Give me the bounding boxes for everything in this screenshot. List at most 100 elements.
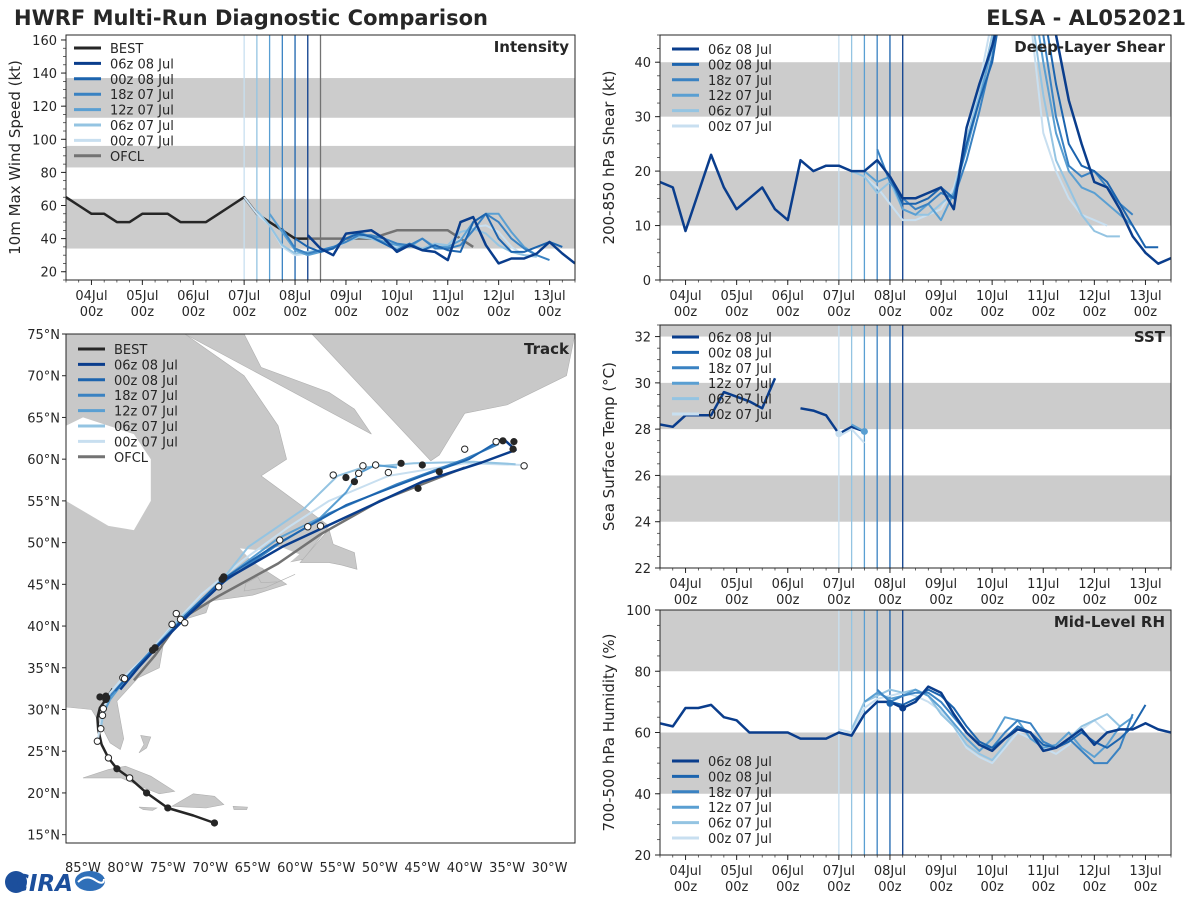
intensity-xtick-label: 08Jul <box>279 289 311 304</box>
intensity-ytick-label: 120 <box>32 100 57 115</box>
track-lat-label: 55°N <box>27 495 60 510</box>
rh-xtick-label: 04Jul <box>669 864 701 879</box>
sst-legend-label: 00z 08 Jul <box>708 346 772 361</box>
track-lon-label: 80°W <box>107 861 143 876</box>
intensity-xtick-label: 10Jul <box>381 289 413 304</box>
track-frame <box>65 333 576 844</box>
rh-xtick-label: 08Jul <box>874 864 906 879</box>
track-lat-label: 45°N <box>27 578 60 593</box>
intensity-xtick-label-hour: 00z <box>538 305 562 320</box>
logo-wave-icon <box>77 876 105 884</box>
track-point-filled <box>102 692 110 700</box>
rh-ytick-label: 20 <box>634 849 651 864</box>
rh-xtick-label: 12Jul <box>1078 864 1110 879</box>
storm-id: ELSA - AL052021 <box>986 6 1186 30</box>
track-point-open <box>99 704 108 713</box>
track-lat-label: 25°N <box>27 745 60 760</box>
shear-ytick-label: 10 <box>634 220 651 235</box>
sst-band <box>660 325 1171 337</box>
intensity-xtick-label: 13Jul <box>533 289 565 304</box>
intensity-legend-label: 06z 07 Jul <box>110 119 174 134</box>
track-point-open <box>181 619 189 627</box>
track-lat-label: 75°N <box>27 328 60 343</box>
land-hispaniola <box>170 793 225 809</box>
shear-xtick-label-hour: 00z <box>776 305 800 320</box>
shear-xtick-label-hour: 00z <box>827 305 851 320</box>
sst-point <box>860 427 868 435</box>
shear-xtick-label-hour: 00z <box>1032 305 1056 320</box>
sst-xtick-label-hour: 00z <box>980 593 1004 608</box>
sst-plot-area <box>660 325 1171 568</box>
track-point-filled <box>414 484 422 492</box>
track-point-open <box>93 737 102 745</box>
track-title: Track <box>524 340 570 358</box>
track-lon-label: 35°W <box>489 861 525 876</box>
intensity-xtick-label-hour: 00z <box>487 305 511 320</box>
intensity-xtick-label-hour: 00z <box>182 305 206 320</box>
sst-series-line <box>800 407 865 436</box>
rh-xtick-label: 07Jul <box>823 864 855 879</box>
sst-series-line <box>838 428 866 444</box>
track-point-filled <box>499 437 507 445</box>
rh-legend-label: 00z 07 Jul <box>708 832 772 847</box>
sst-legend-label: 06z 08 Jul <box>708 331 772 346</box>
sst-xtick-label: 12Jul <box>1078 577 1110 592</box>
track-point-open <box>461 445 469 453</box>
rh-band <box>660 610 1171 672</box>
rh-xtick-label: 09Jul <box>925 864 957 879</box>
rh-legend-label: 06z 07 Jul <box>708 817 772 832</box>
track-point-filled <box>151 644 159 652</box>
track-legend-label: 18z 07 Jul <box>114 389 178 404</box>
sst-ytick-label: 32 <box>634 331 651 346</box>
rh-series-line <box>876 688 1134 765</box>
shear-xtick-label-hour: 00z <box>929 305 953 320</box>
rh-ytick-label: 60 <box>634 727 651 742</box>
intensity-xtick-label: 05Jul <box>126 289 158 304</box>
track-legend-label: 06z 08 Jul <box>114 358 178 373</box>
track-point-open <box>384 468 393 477</box>
shear-legend-label: 06z 08 Jul <box>708 43 772 58</box>
shear-xtick-label-hour: 00z <box>674 305 698 320</box>
track-point-open <box>520 462 528 470</box>
land-iceland <box>574 404 575 418</box>
shear-ytick-label: 20 <box>634 165 651 180</box>
shear-xtick-label: 07Jul <box>823 289 855 304</box>
shear-ylabel: 200-850 hPa Shear (kt) <box>600 71 618 245</box>
sst-xtick-label: 04Jul <box>669 577 701 592</box>
track-point-open <box>354 469 363 478</box>
shear-ytick-label: 40 <box>634 56 651 71</box>
track-point-open <box>104 754 113 762</box>
intensity-ytick-label: 140 <box>32 67 57 82</box>
track-lon-label: 65°W <box>235 861 271 876</box>
rh-xtick-label-hour: 00z <box>980 880 1004 895</box>
sst-panel: 22242628303204Jul00z05Jul00z06Jul00z07Ju… <box>600 324 1172 608</box>
land-nova-scotia <box>243 574 296 592</box>
intensity-plot-area <box>66 35 575 280</box>
rh-xtick-label: 06Jul <box>772 864 804 879</box>
track-lat-label: 20°N <box>27 787 60 802</box>
shear-series-line <box>863 35 1134 227</box>
intensity-xtick-label-hour: 00z <box>334 305 358 320</box>
rh-plot-area <box>660 610 1171 855</box>
rh-xtick-label-hour: 00z <box>827 880 851 895</box>
sst-ytick-label: 22 <box>634 562 651 577</box>
intensity-legend-label: 00z 07 Jul <box>110 134 174 149</box>
track-legend-label: 00z 07 Jul <box>114 435 178 450</box>
rh-legend-label: 12z 07 Jul <box>708 801 772 816</box>
rh-title: Mid-Level RH <box>1054 613 1165 631</box>
track-point-filled <box>435 468 443 476</box>
rh-legend-label: 00z 08 Jul <box>708 770 772 785</box>
rh-xtick-label-hour: 00z <box>1083 880 1107 895</box>
sst-ytick-label: 28 <box>634 423 651 438</box>
track-point-filled <box>142 789 151 797</box>
sst-xtick-label-hour: 00z <box>1083 593 1107 608</box>
shear-legend-label: 06z 07 Jul <box>708 105 772 120</box>
track-lon-label: 50°W <box>362 861 398 876</box>
cira-logo: CIRA <box>5 871 105 897</box>
land-greenland <box>184 334 575 462</box>
intensity-legend-label: 18z 07 Jul <box>110 88 174 103</box>
land-jamaica <box>138 806 158 811</box>
sst-xtick-label-hour: 00z <box>674 593 698 608</box>
shear-xtick-label-hour: 00z <box>980 305 1004 320</box>
